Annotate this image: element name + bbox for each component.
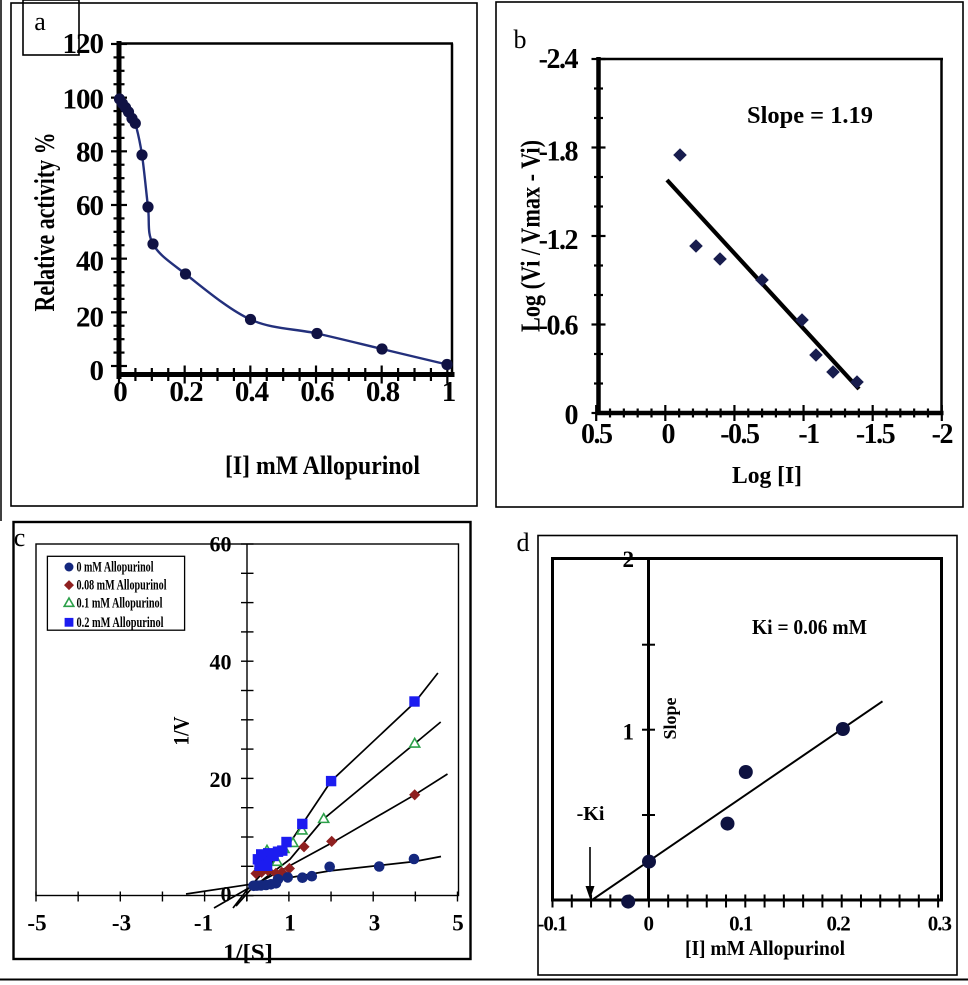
svg-text:3: 3 (369, 911, 381, 936)
svg-text:0.5: 0.5 (581, 419, 612, 450)
svg-text:-0.5: -0.5 (720, 419, 759, 450)
svg-text:0 mM Allopurinol: 0 mM Allopurinol (77, 560, 154, 576)
svg-text:0: 0 (113, 376, 127, 408)
svg-text:80: 80 (76, 136, 104, 168)
svg-text:0: 0 (221, 881, 232, 906)
svg-text:60: 60 (210, 532, 232, 557)
svg-text:b: b (514, 25, 527, 54)
svg-text:0.2 mM Allopurinol: 0.2 mM Allopurinol (77, 615, 164, 631)
svg-text:0.1 mM Allopurinol: 0.1 mM Allopurinol (77, 596, 163, 612)
svg-text:0.4: 0.4 (235, 376, 269, 408)
svg-text:0.2: 0.2 (169, 376, 203, 408)
svg-text:1: 1 (284, 911, 296, 936)
svg-text:0.08 mM Allopurinol: 0.08 mM Allopurinol (77, 578, 167, 594)
svg-text:Slope: Slope (660, 697, 680, 739)
svg-text:0: 0 (662, 419, 675, 450)
svg-text:-2.4: -2.4 (539, 44, 579, 75)
svg-text:Log [I]: Log [I] (732, 463, 802, 489)
svg-text:100: 100 (63, 84, 104, 116)
svg-text:-1.5: -1.5 (856, 419, 895, 450)
svg-text:c: c (14, 523, 26, 552)
svg-text:-5: -5 (27, 911, 46, 936)
svg-text:Ki = 0.06 mM: Ki = 0.06 mM (752, 615, 867, 639)
svg-text:60: 60 (76, 190, 104, 222)
svg-text:Slope = 1.19: Slope = 1.19 (747, 103, 873, 129)
svg-text:d: d (517, 528, 530, 557)
svg-text:1: 1 (623, 720, 635, 745)
svg-text:20: 20 (210, 767, 232, 792)
svg-text:0.6: 0.6 (300, 376, 334, 408)
svg-text:20: 20 (76, 301, 104, 333)
svg-text:-1: -1 (798, 419, 819, 450)
svg-text:Relative activity %: Relative activity % (30, 133, 61, 312)
svg-text:0.1: 0.1 (729, 912, 753, 936)
svg-text:a: a (34, 7, 46, 36)
svg-text:[I] mM Allopurinol: [I] mM Allopurinol (225, 451, 420, 480)
svg-text:0.2: 0.2 (826, 912, 850, 936)
svg-text:5: 5 (452, 911, 464, 936)
svg-text:0.8: 0.8 (366, 376, 400, 408)
svg-text:40: 40 (76, 246, 104, 278)
svg-text:40: 40 (210, 649, 232, 674)
svg-text:0: 0 (90, 355, 104, 387)
svg-text:0.3: 0.3 (928, 912, 952, 936)
svg-text:0: 0 (643, 912, 653, 936)
svg-text:-3: -3 (112, 911, 131, 936)
svg-text:0: 0 (565, 400, 578, 431)
svg-text:-1.8: -1.8 (539, 137, 579, 168)
svg-text:120: 120 (63, 28, 104, 60)
svg-text:-1: -1 (194, 911, 213, 936)
svg-text:[I] mM Allopurinol: [I] mM Allopurinol (685, 936, 845, 960)
svg-text:2: 2 (623, 547, 635, 572)
svg-text:-2: -2 (932, 419, 953, 450)
svg-text:-1.2: -1.2 (539, 225, 578, 256)
svg-text:-Ki: -Ki (577, 803, 605, 825)
svg-text:1/[S]: 1/[S] (223, 940, 273, 965)
svg-text:-0.1: -0.1 (537, 912, 567, 936)
svg-text:Log (Vi / Vmax - Vi): Log (Vi / Vmax - Vi) (516, 140, 546, 332)
svg-text:-0.6: -0.6 (539, 311, 579, 342)
svg-text:1: 1 (442, 376, 456, 408)
svg-text:1/V: 1/V (169, 716, 194, 745)
